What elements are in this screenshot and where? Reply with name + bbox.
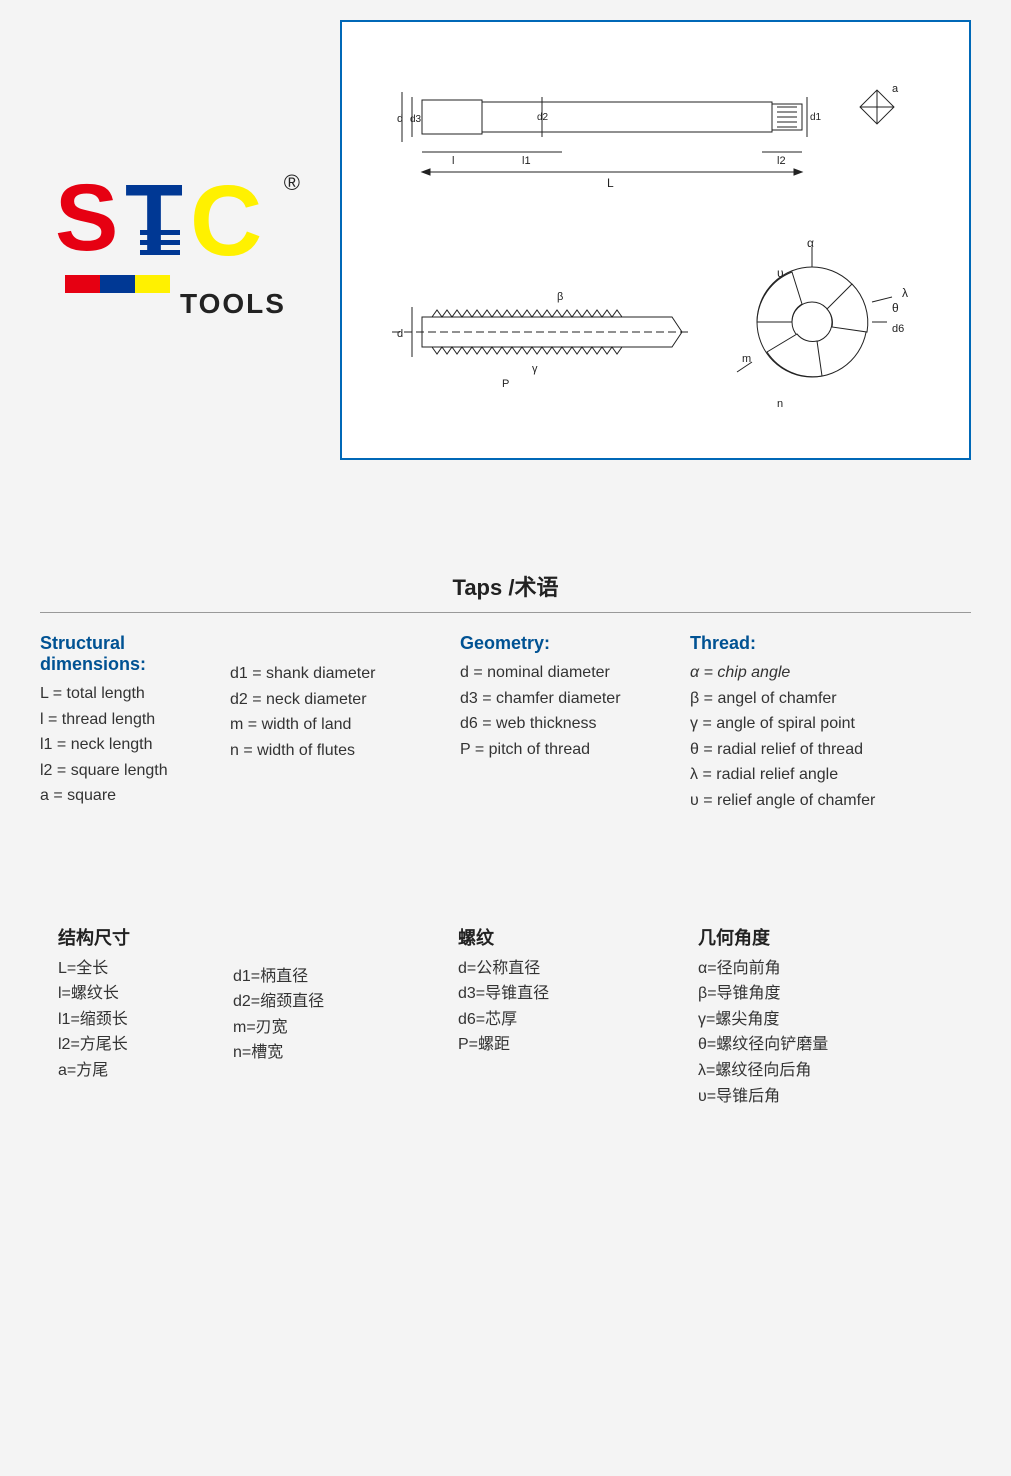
term-item: P = pitch of thread	[460, 737, 670, 763]
registered-symbol: ®	[284, 170, 300, 196]
svg-text:β: β	[557, 291, 563, 303]
term-item: L = total length	[40, 681, 210, 707]
term-item: L=全长	[58, 956, 213, 982]
svg-text:T: T	[125, 165, 183, 271]
term-item: n = width of flutes	[230, 738, 440, 764]
term-item: λ=螺纹径向后角	[698, 1058, 951, 1084]
svg-text:l2: l2	[777, 155, 786, 167]
term-item: β=导锥角度	[698, 981, 951, 1007]
svg-text:n: n	[777, 398, 783, 410]
term-item: α=径向前角	[698, 956, 951, 982]
term-item: β = angel of chamfer	[690, 686, 951, 712]
term-item: d1 = shank diameter	[230, 661, 440, 687]
term-item: d6 = web thickness	[460, 711, 670, 737]
term-item: l1 = neck length	[40, 732, 210, 758]
term-item: l2=方尾长	[58, 1032, 213, 1058]
term-item: γ=螺尖角度	[698, 1007, 951, 1033]
term-item: d2=缩颈直径	[233, 989, 438, 1015]
svg-text:d: d	[397, 328, 403, 340]
svg-text:L: L	[607, 176, 614, 190]
svg-text:d2: d2	[537, 112, 549, 123]
tap-drawing: d d3 d2 d1 a l l1 l2 L β γ P d m n d6 α …	[362, 52, 942, 452]
term-item: d=公称直径	[458, 956, 678, 982]
term-item: θ = radial relief of thread	[690, 737, 951, 763]
terms-chinese: 结构尺寸 L=全长 l=螺纹长 l1=缩颈长 l2=方尾长 a=方尾 d1=柄直…	[40, 924, 971, 1110]
svg-text:d6: d6	[892, 323, 904, 335]
term-item: d = nominal diameter	[460, 660, 670, 686]
svg-text:λ: λ	[902, 286, 908, 300]
term-item: m = width of land	[230, 712, 440, 738]
svg-text:l: l	[452, 155, 454, 167]
page-title: Taps /术语	[0, 570, 1011, 602]
logo-subtext: TOOLS	[180, 288, 286, 320]
term-item: a=方尾	[58, 1058, 213, 1084]
term-item: l = thread length	[40, 707, 210, 733]
term-item: υ = relief angle of chamfer	[690, 788, 951, 814]
term-item: λ = radial relief angle	[690, 762, 951, 788]
heading-structural: Structural dimensions:	[40, 633, 210, 675]
term-item: υ=导锥后角	[698, 1084, 951, 1110]
svg-text:d3: d3	[410, 114, 422, 125]
term-item: m=刃宽	[233, 1015, 438, 1041]
term-item: d3 = chamfer diameter	[460, 686, 670, 712]
term-item: θ=螺纹径向铲磨量	[698, 1032, 951, 1058]
heading-geometry-cn: 螺纹	[458, 924, 678, 950]
term-item: d6=芯厚	[458, 1007, 678, 1033]
term-item: d2 = neck diameter	[230, 687, 440, 713]
term-item: α = chip angle	[690, 660, 951, 686]
svg-text:m: m	[742, 353, 751, 365]
term-item: n=槽宽	[233, 1040, 438, 1066]
term-item: P=螺距	[458, 1032, 678, 1058]
svg-text:α: α	[807, 236, 814, 250]
term-item: l1=缩颈长	[58, 1007, 213, 1033]
term-item: l=螺纹长	[58, 981, 213, 1007]
heading-thread: Thread:	[690, 633, 951, 654]
svg-text:υ: υ	[777, 266, 784, 280]
terms-english: Structural dimensions: L = total length …	[0, 613, 1011, 1109]
svg-text:a: a	[892, 83, 899, 95]
heading-geometry: Geometry:	[460, 633, 670, 654]
term-item: d3=导锥直径	[458, 981, 678, 1007]
svg-text:S: S	[55, 165, 118, 271]
technical-diagram: d d3 d2 d1 a l l1 l2 L β γ P d m n d6 α …	[340, 20, 971, 460]
svg-text:γ: γ	[532, 363, 538, 375]
logo-region: S T C ® TOOLS	[50, 20, 340, 460]
svg-text:l1: l1	[522, 155, 531, 167]
svg-text:d1: d1	[810, 112, 822, 123]
heading-structural-cn: 结构尺寸	[58, 924, 213, 950]
term-item: a = square	[40, 783, 210, 809]
term-item: d1=柄直径	[233, 964, 438, 990]
term-item: γ = angle of spiral point	[690, 711, 951, 737]
term-item: l2 = square length	[40, 758, 210, 784]
svg-text:C: C	[190, 165, 262, 277]
svg-text:P: P	[502, 378, 509, 390]
svg-text:θ: θ	[892, 301, 899, 315]
heading-thread-cn: 几何角度	[698, 924, 951, 950]
svg-text:d: d	[397, 113, 403, 125]
